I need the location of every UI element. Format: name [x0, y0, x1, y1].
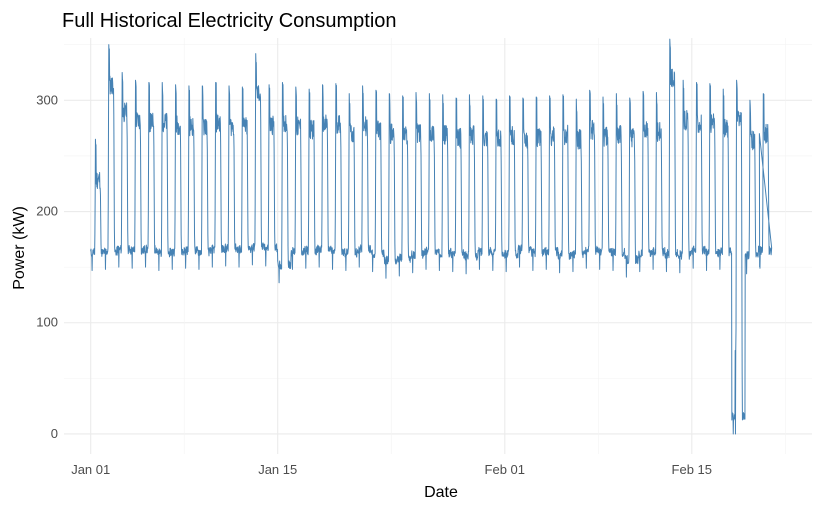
chart-title: Full Historical Electricity Consumption [62, 10, 397, 32]
power-consumption-line [90, 38, 773, 435]
y-tick-label: 200 [36, 204, 58, 219]
x-tick-label: Jan 15 [258, 462, 297, 477]
x-axis-title: Date [424, 484, 458, 501]
tick-labels: 0 100 200 300 Jan 01 Jan 15 Feb 01 Feb 15 [36, 92, 712, 477]
x-tick-label: Jan 01 [71, 462, 110, 477]
y-tick-label: 100 [36, 315, 58, 330]
y-tick-label: 0 [51, 426, 58, 441]
series-layer [90, 38, 773, 435]
y-tick-label: 300 [36, 92, 58, 107]
y-axis-title: Power (kW) [11, 206, 28, 290]
x-tick-label: Feb 15 [672, 462, 712, 477]
x-tick-label: Feb 01 [485, 462, 525, 477]
